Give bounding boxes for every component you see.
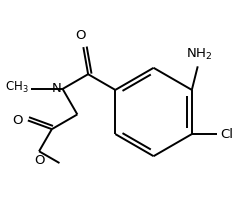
Text: Cl: Cl (220, 128, 233, 141)
Text: O: O (75, 29, 86, 42)
Text: O: O (12, 114, 23, 127)
Text: O: O (34, 154, 44, 167)
Text: NH$_2$: NH$_2$ (185, 47, 212, 62)
Text: CH$_3$: CH$_3$ (5, 80, 28, 95)
Text: N: N (52, 82, 62, 95)
